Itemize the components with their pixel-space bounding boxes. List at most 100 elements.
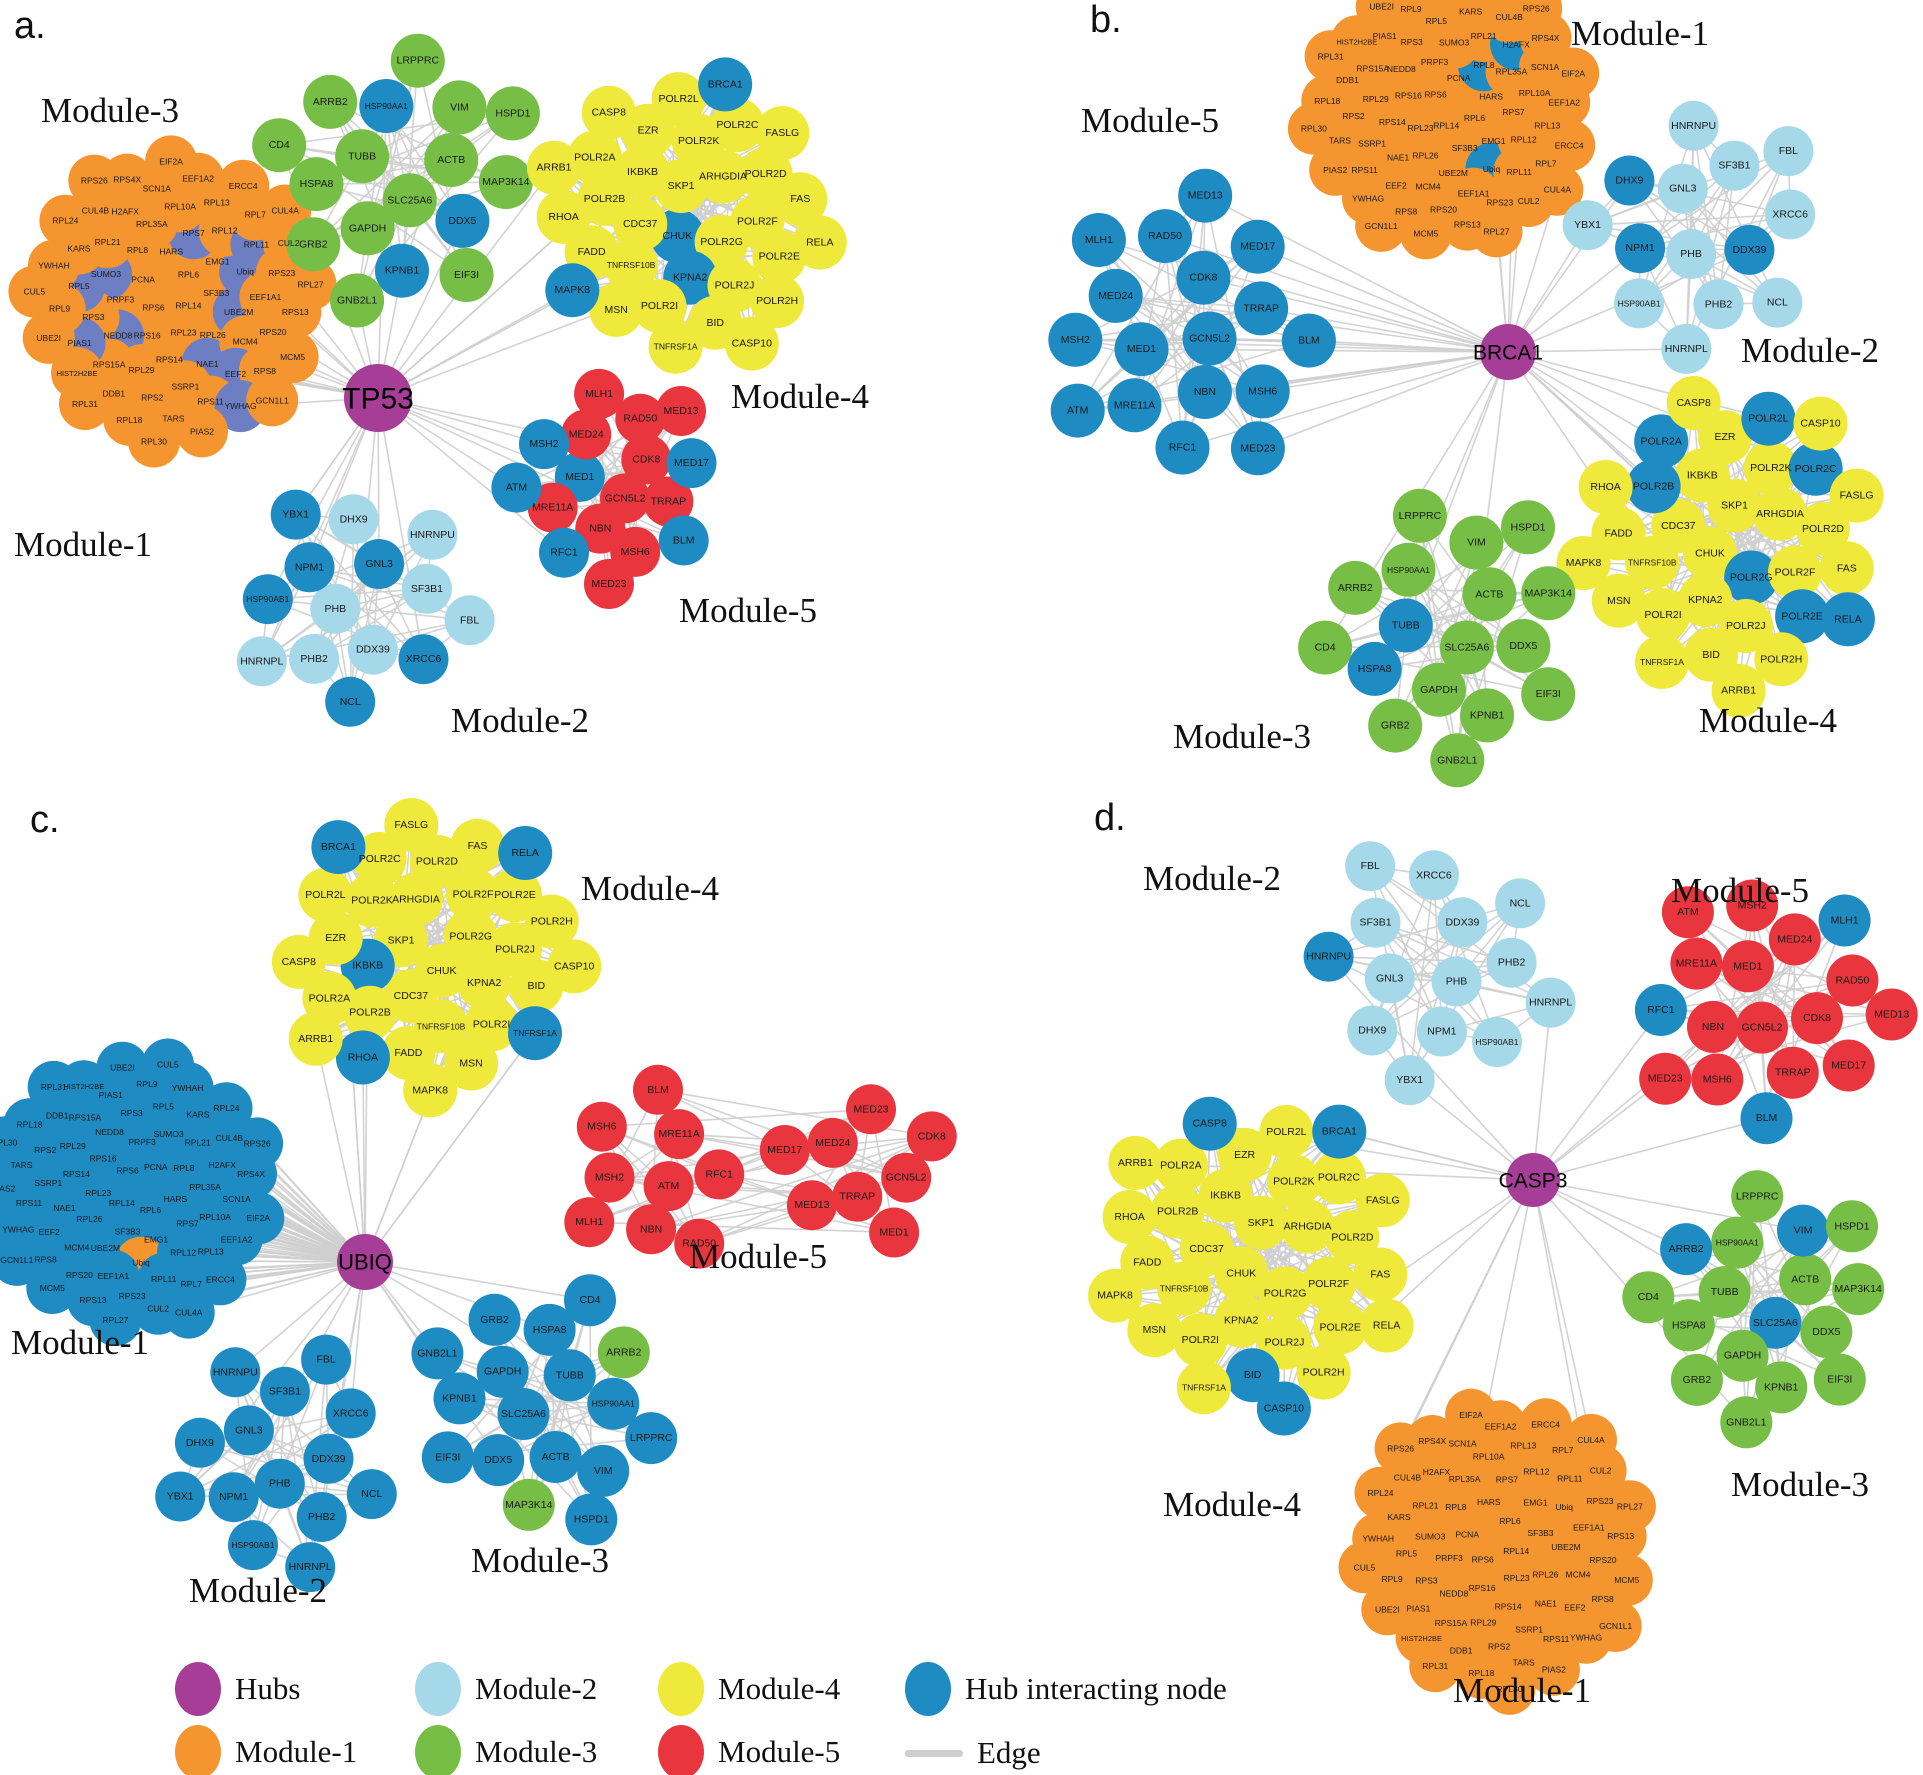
node-ARRB1 bbox=[1711, 663, 1766, 718]
edge bbox=[1660, 979, 1853, 1011]
node-GCN5L2 bbox=[1736, 1001, 1788, 1054]
hub-interacting-node-swatch bbox=[905, 1662, 951, 1716]
node-POLR2I bbox=[1173, 1313, 1228, 1368]
node-POLR2K bbox=[1743, 441, 1798, 496]
node-UBE2I bbox=[22, 311, 75, 364]
edge bbox=[1328, 902, 1521, 958]
legend-label: Module-3 bbox=[475, 1734, 598, 1769]
edge bbox=[1639, 150, 1789, 249]
node-MED23 bbox=[1639, 1052, 1692, 1105]
module-label-d-module-3: Module-3 bbox=[1731, 1465, 1869, 1504]
node-MED24 bbox=[1768, 913, 1821, 966]
node-RELA bbox=[1359, 1298, 1414, 1353]
node-HSPD1 bbox=[565, 1493, 618, 1546]
node-YBX1 bbox=[1562, 200, 1613, 251]
edge bbox=[1507, 351, 1662, 443]
node-POLR2D bbox=[1325, 1210, 1380, 1265]
node-EIF2A bbox=[1547, 47, 1600, 100]
node-UBE2I bbox=[96, 1041, 149, 1094]
edge bbox=[1629, 179, 1791, 216]
node-TRRAP bbox=[832, 1171, 883, 1222]
node-MED23 bbox=[584, 559, 634, 609]
node-EZR bbox=[1217, 1127, 1272, 1182]
edge bbox=[295, 514, 374, 651]
node-FAS bbox=[1353, 1247, 1408, 1302]
edge bbox=[252, 1359, 327, 1546]
node-BLM bbox=[1740, 1092, 1793, 1145]
node-CUL5 bbox=[8, 265, 61, 318]
node-MSH6 bbox=[1691, 1053, 1744, 1106]
node-PHB2 bbox=[296, 1492, 347, 1542]
module-label-d-module-5: Module-5 bbox=[1671, 871, 1809, 910]
node-CASP8 bbox=[1182, 1096, 1237, 1151]
node-MLH1 bbox=[574, 368, 625, 419]
node-POLR2B bbox=[1150, 1184, 1205, 1239]
panel-letter-c: c. bbox=[30, 799, 60, 841]
node-RPS26 bbox=[231, 1117, 284, 1170]
node-RHOA bbox=[335, 1030, 390, 1085]
edge bbox=[1355, 587, 1549, 595]
node-MAP3K14 bbox=[1521, 566, 1576, 621]
node-CDK8 bbox=[621, 434, 672, 485]
node-ARHGDIA bbox=[1753, 486, 1807, 541]
edge bbox=[1692, 125, 1779, 303]
legend-label: Module-1 bbox=[235, 1734, 358, 1769]
node-ARRB1 bbox=[288, 1011, 343, 1066]
node-SLC25A6 bbox=[382, 173, 437, 228]
node-NCL bbox=[346, 1469, 397, 1520]
node-ATM bbox=[491, 462, 542, 513]
node-POLR2E bbox=[1313, 1300, 1368, 1355]
node-EIF2A bbox=[1445, 1388, 1498, 1441]
node-KPNB1 bbox=[375, 243, 429, 298]
node-MED23 bbox=[1230, 421, 1285, 476]
edge bbox=[313, 534, 433, 660]
node-IKBKB bbox=[1198, 1168, 1253, 1223]
edge bbox=[1587, 224, 1750, 251]
node-POLR2F bbox=[446, 867, 500, 922]
node-PHB bbox=[254, 1458, 305, 1509]
node-POLR2I bbox=[632, 279, 687, 334]
node-MSH2 bbox=[1726, 879, 1779, 932]
node-MED17 bbox=[666, 438, 717, 489]
node-POLR2A bbox=[567, 130, 622, 185]
node-MCM5 bbox=[1399, 207, 1452, 260]
node-RFC1 bbox=[1155, 420, 1210, 475]
node-MAP3K14 bbox=[1832, 1263, 1885, 1316]
node-CUL4A bbox=[162, 1286, 215, 1339]
node-ARRB2 bbox=[1660, 1223, 1713, 1276]
node-VIM bbox=[1449, 515, 1504, 570]
node-TNFRSF1A bbox=[648, 319, 703, 374]
node-TRRAP bbox=[1234, 281, 1289, 336]
edge bbox=[349, 534, 434, 703]
node-MAPK8 bbox=[1088, 1268, 1143, 1323]
node-XRCC6 bbox=[1765, 189, 1816, 240]
module-label-d-module-1: Module-1 bbox=[1453, 1671, 1591, 1710]
node-ERCC4 bbox=[217, 159, 270, 212]
node-FASLG bbox=[1829, 468, 1884, 523]
legend: Hubs Module-1 Module-2 Module-3 Module-4… bbox=[0, 1640, 1923, 1775]
legend-label: Module-4 bbox=[718, 1671, 841, 1706]
node-NPM1 bbox=[284, 542, 335, 593]
edge bbox=[179, 1412, 352, 1498]
node-ERCC4 bbox=[1519, 1398, 1572, 1451]
edge bbox=[1369, 865, 1443, 1032]
node-HSPA8 bbox=[523, 1303, 576, 1356]
edge bbox=[1182, 351, 1509, 449]
node-DDX39 bbox=[1724, 224, 1775, 275]
node-DHX9 bbox=[328, 494, 379, 545]
node-POLR2E bbox=[752, 229, 807, 284]
edge bbox=[1328, 955, 1498, 1043]
node-NCL bbox=[325, 676, 376, 727]
node-KPNB1 bbox=[1755, 1361, 1808, 1414]
module-label-b-module-1: Module-1 bbox=[1571, 14, 1709, 53]
node-TUBB bbox=[335, 129, 390, 184]
node-RPL30 bbox=[1287, 102, 1340, 155]
edge bbox=[1532, 1009, 1662, 1181]
edge bbox=[312, 106, 460, 245]
node-EIF3I bbox=[1813, 1353, 1866, 1406]
hub-label-BRCA1: BRCA1 bbox=[1473, 341, 1543, 364]
edge bbox=[1098, 239, 1206, 393]
node-RHOA bbox=[1102, 1190, 1157, 1244]
